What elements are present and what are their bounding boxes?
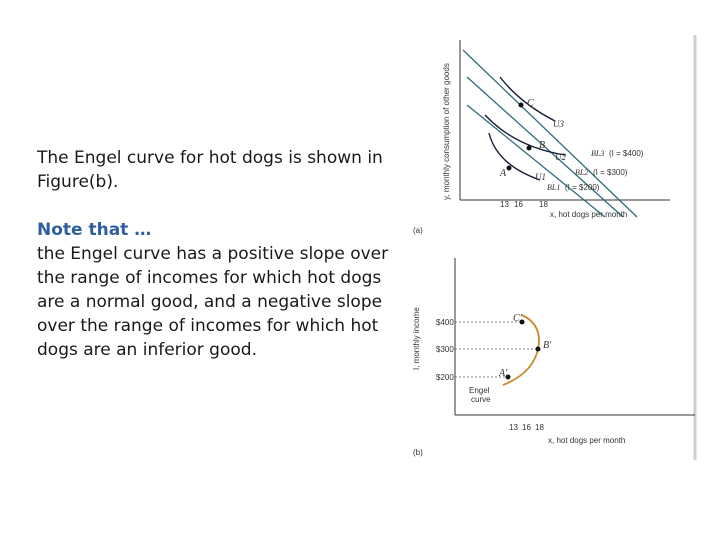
point-b-prime-label: B' [543, 340, 552, 351]
panel-a-tick-18: 18 [539, 200, 548, 209]
bl2-label: BL2 [575, 168, 588, 177]
panel-a-tick-13: 13 [500, 200, 509, 209]
panel-b-tick-200: $200 [436, 373, 454, 382]
panel-b-tick-400: $400 [436, 318, 454, 327]
note-heading: Note that … [37, 220, 152, 240]
budget-line-1 [466, 104, 606, 218]
point-a [506, 165, 512, 171]
engel-label-line2: curve [471, 395, 491, 404]
bl2-income: (I = $300) [593, 168, 628, 177]
indifference-curve-u2 [484, 114, 566, 156]
intro-text: The Engel curve for hot dogs is shown in… [37, 148, 383, 192]
point-b-prime [535, 346, 541, 352]
u3-label: U3 [553, 119, 564, 129]
panel-a-label: (a) [413, 226, 423, 235]
budget-line-2 [466, 76, 624, 218]
slide-text: The Engel curve for hot dogs is shown in… [37, 146, 397, 362]
bl1-income: (I = $200) [565, 183, 600, 192]
bl3-label: BL3 [591, 149, 604, 158]
point-b-label: B [539, 140, 545, 151]
indifference-curve-u1 [488, 132, 541, 181]
engel-curve [502, 314, 540, 386]
panel-b-tick-16: 16 [522, 423, 531, 432]
point-c [518, 102, 524, 108]
engel-label-line1: Engel [469, 386, 490, 395]
point-a-prime [505, 374, 511, 380]
indifference-curve-u3 [499, 76, 556, 122]
point-a-prime-label: A' [498, 368, 508, 379]
point-b [526, 145, 532, 151]
budget-line-3 [462, 49, 638, 218]
note-body: the Engel curve has a positive slope ove… [37, 244, 389, 360]
u2-label: U2 [555, 152, 566, 162]
panel-b-y-label: I, monthly income [412, 307, 421, 370]
point-c-prime-label: C' [513, 313, 523, 324]
point-c-label: C [527, 98, 534, 109]
panel-b-x-label: x, hot dogs per month [548, 436, 625, 445]
point-a-label: A [499, 168, 507, 179]
panel-b-tick-300: $300 [436, 345, 454, 354]
panel-a-y-label: y, monthly consumption of other goods [442, 63, 451, 200]
panel-b-label: (b) [413, 448, 423, 457]
figure-svg: y, monthly consumption of other goods C … [412, 35, 697, 460]
bl3-income: (I = $400) [609, 149, 644, 158]
u1-label: U1 [535, 172, 546, 182]
panel-b-tick-18: 18 [535, 423, 544, 432]
panel-a-x-label: x, hot dogs per month [550, 210, 627, 219]
engel-curve-figure: y, monthly consumption of other goods C … [405, 35, 705, 465]
panel-a-tick-16: 16 [514, 200, 523, 209]
panel-b-tick-13: 13 [509, 423, 518, 432]
point-c-prime [519, 319, 525, 325]
bl1-label: BL1 [547, 183, 560, 192]
